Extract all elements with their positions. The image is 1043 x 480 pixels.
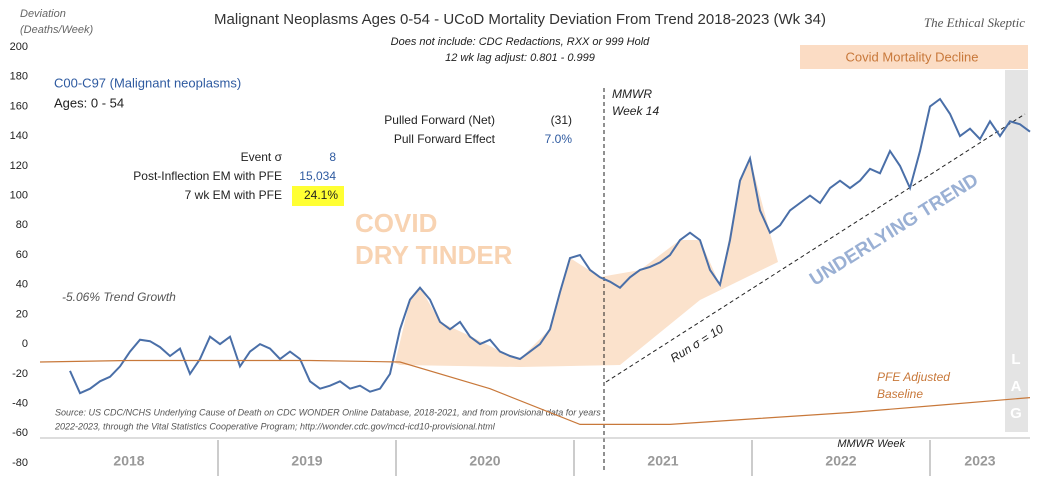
x-tick-label: 2023: [964, 453, 995, 469]
x-tick-label: 2022: [825, 453, 856, 469]
chart-title: Malignant Neoplasms Ages 0-54 - UCoD Mor…: [214, 11, 826, 28]
y-tick-label: 0: [22, 338, 28, 350]
stat-label: 7 wk EM with PFE: [185, 188, 282, 202]
subtitle: Does not include: CDC Redactions, RXX or…: [391, 36, 651, 48]
highlight: [292, 186, 344, 206]
trend-line: [605, 113, 1026, 383]
stat-value: 24.1%: [304, 188, 338, 202]
annotation: Run σ = 10: [668, 322, 726, 366]
y-tick-label: -40: [12, 397, 28, 409]
stat-label: Pulled Forward (Net): [384, 113, 495, 127]
y-tick-label: -80: [12, 457, 28, 469]
y-tick-label: 80: [16, 219, 28, 231]
x-label: MMWR Week: [837, 438, 905, 450]
legend-entry: C00-C97 (Malignant neoplasms): [54, 75, 241, 90]
stat-label: Post-Inflection EM with PFE: [133, 169, 282, 183]
annotation: A: [1011, 378, 1022, 395]
y-tick-label: 100: [10, 189, 28, 201]
lag-bar: [1005, 70, 1028, 432]
series-line: [39, 359, 1031, 425]
stat-value: 7.0%: [545, 132, 573, 146]
annotation: -5.06% Trend Growth: [62, 290, 176, 304]
annotation: G: [1010, 405, 1022, 422]
stat-value: 8: [329, 150, 336, 164]
x-tick-label: 2019: [291, 453, 322, 469]
annotation: Week 14: [612, 104, 659, 118]
annotation: L: [1011, 351, 1020, 368]
x-tick-label: 2020: [469, 453, 500, 469]
x-tick-label: 2021: [647, 453, 678, 469]
annotation: MMWR: [612, 87, 652, 101]
y-tick-label: 180: [10, 71, 28, 83]
y-label: Deviation: [20, 8, 66, 20]
dry-tinder-area: [395, 158, 778, 367]
y-tick-label: -60: [12, 427, 28, 439]
series-line: [69, 97, 1031, 395]
y-tick-label: 140: [10, 130, 28, 142]
y-tick-label: 200: [10, 41, 28, 53]
annotation: Baseline: [877, 387, 923, 401]
decline-box: [800, 45, 1028, 69]
y-tick-label: 60: [16, 249, 28, 261]
stat-label: Pull Forward Effect: [394, 132, 496, 146]
annotation: UNDERLYING TREND: [806, 170, 982, 291]
stat-value: (31): [551, 113, 572, 127]
y-tick-label: 120: [10, 160, 28, 172]
brand: The Ethical Skeptic: [924, 15, 1025, 30]
x-tick-label: 2018: [113, 453, 144, 469]
subtitle: 12 wk lag adjust: 0.801 - 0.999: [445, 52, 595, 64]
annotation: DRY TINDER: [355, 240, 513, 270]
stat-value: 15,034: [299, 169, 336, 183]
legend-sub: Ages: 0 - 54: [54, 95, 124, 110]
annotation: Covid Mortality Decline: [846, 49, 979, 64]
y-label: (Deaths/Week): [20, 24, 93, 36]
y-tick-label: -20: [12, 368, 28, 380]
y-tick-label: 160: [10, 100, 28, 112]
source: Source: US CDC/NCHS Underlying Cause of …: [55, 407, 601, 417]
stat-label: Event σ: [241, 150, 283, 164]
annotation: COVID: [355, 208, 437, 238]
source: 2022-2023, through the Vital Statistics …: [54, 421, 496, 431]
y-tick-label: 20: [16, 308, 28, 320]
annotation: PFE Adjusted: [877, 370, 950, 384]
y-tick-label: 40: [16, 279, 28, 291]
